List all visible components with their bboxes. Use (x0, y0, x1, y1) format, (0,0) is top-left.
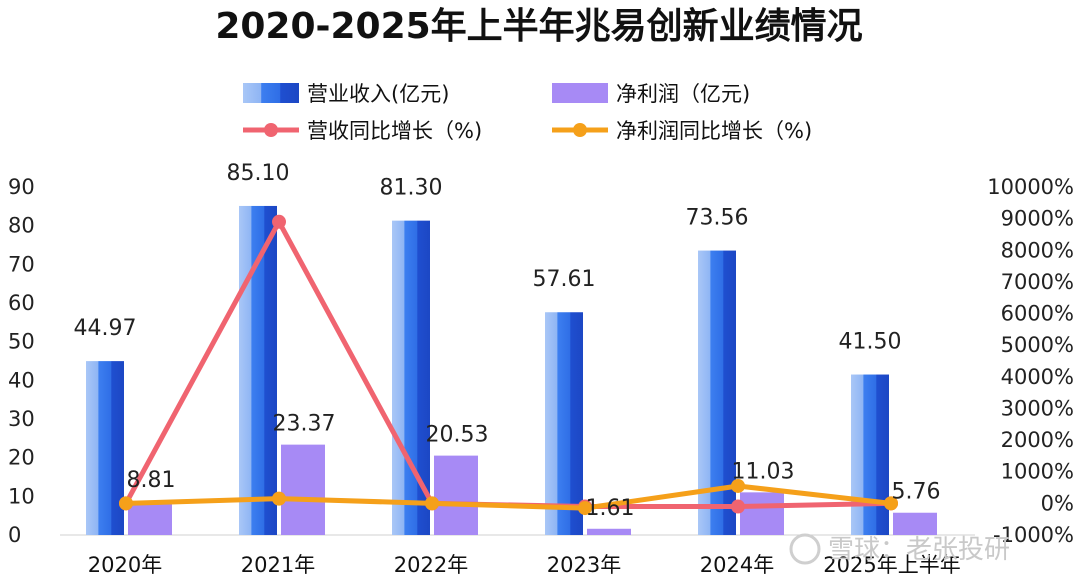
net-profit-data-label: 23.37 (273, 412, 336, 437)
x-category-label: 2024年 (700, 553, 774, 577)
revenue-data-label: 81.30 (380, 176, 443, 201)
chart-title: 2020-2025年上半年兆易创新业绩情况 (215, 6, 862, 47)
revenue-data-label: 73.56 (686, 206, 749, 231)
revenue-data-label: 57.61 (533, 267, 596, 292)
net-profit-growth-point (884, 496, 898, 511)
net-profit-data-label: 1.61 (586, 496, 635, 521)
x-category-label: 2021年 (241, 553, 315, 577)
net-profit-growth-point (272, 491, 286, 506)
y-left-tick: 60 (8, 291, 35, 315)
net-profit-bar (740, 492, 784, 535)
y-right-tick: 6000% (1001, 302, 1074, 326)
legend: 营业收入(亿元) 净利润（亿元) 营收同比增长（%) 净利润同比增长（%) (243, 82, 812, 143)
y-right-tick: 4000% (1001, 365, 1074, 389)
y-left-tick: 40 (8, 368, 35, 392)
y-right-tick: 2000% (1001, 428, 1074, 452)
revenue-bar (851, 374, 889, 535)
y-right-tick: 0% (1041, 491, 1074, 515)
y-left-tick: 50 (8, 330, 35, 354)
legend-label: 营业收入(亿元) (307, 82, 449, 106)
net-profit-growth-point (731, 478, 745, 493)
y-right-tick: -1000% (993, 523, 1074, 547)
net-profit-bar (281, 444, 325, 535)
revenue-bar (86, 361, 124, 535)
y-left-tick: 0 (8, 523, 21, 547)
net-profit-data-label: 20.53 (426, 423, 489, 448)
revenue-data-label: 41.50 (839, 330, 902, 355)
y-left-tick: 70 (8, 252, 35, 276)
y-left-tick: 90 (8, 175, 35, 199)
lines (119, 214, 898, 516)
x-category-label: 2022年 (394, 553, 468, 577)
bars (86, 205, 937, 536)
revenue-data-label: 85.10 (227, 161, 290, 186)
x-category-label: 2025年上半年 (823, 553, 960, 577)
y-right-tick: 5000% (1001, 333, 1074, 357)
y-right-tick: 7000% (1001, 270, 1074, 294)
revenue-growth-point (272, 214, 286, 229)
net-profit-growth-point (119, 496, 133, 511)
legend-swatch (552, 83, 608, 103)
x-category-label: 2023年 (547, 553, 621, 577)
revenue-bar (392, 220, 430, 535)
snowball-logo-icon (789, 533, 821, 565)
y-left-tick: 10 (8, 484, 35, 508)
legend-marker (264, 123, 278, 137)
net-profit-data-label: 8.81 (127, 468, 176, 493)
y-right-tick: 8000% (1001, 238, 1074, 262)
legend-label: 净利润同比增长（%) (616, 119, 812, 143)
y-left-tick: 20 (8, 446, 35, 470)
legend-label: 净利润（亿元) (616, 82, 750, 106)
legend-swatch (243, 83, 299, 103)
data-labels: 44.97 85.10 81.30 57.61 73.56 41.50 8.81 23.37 2… (74, 161, 941, 521)
net-profit-growth-line (125, 483, 892, 511)
net-profit-bar (587, 528, 631, 535)
y-right-tick: 10000% (987, 175, 1074, 199)
legend-marker (573, 123, 587, 137)
revenue-bar (545, 312, 583, 535)
y-left-tick: 30 (8, 407, 35, 431)
watermark-text: 雪球：老张投研 (828, 535, 1010, 565)
net-profit-bar (128, 500, 172, 535)
net-profit-growth-point (578, 501, 592, 516)
net-profit-bar (893, 512, 937, 535)
net-profit-data-label: 5.76 (892, 480, 941, 505)
y-left-tick: 80 (8, 214, 35, 238)
axes: 0 10 20 30 40 50 60 70 80 90 -1000% 0% 1000% 2000% 300… (8, 175, 1074, 577)
revenue-data-label: 44.97 (74, 316, 137, 341)
legend-label: 营收同比增长（%) (307, 119, 482, 143)
y-right-tick: 1000% (1001, 460, 1074, 484)
net-profit-bar (434, 455, 478, 535)
x-category-label: 2020年 (88, 553, 162, 577)
y-right-tick: 3000% (1001, 396, 1074, 420)
net-profit-growth-point (425, 496, 439, 511)
net-profit-data-label: 11.03 (732, 459, 795, 484)
watermark: 雪球：老张投研 (789, 533, 1010, 565)
revenue-growth-point (731, 499, 745, 514)
y-right-tick: 9000% (1001, 207, 1074, 231)
